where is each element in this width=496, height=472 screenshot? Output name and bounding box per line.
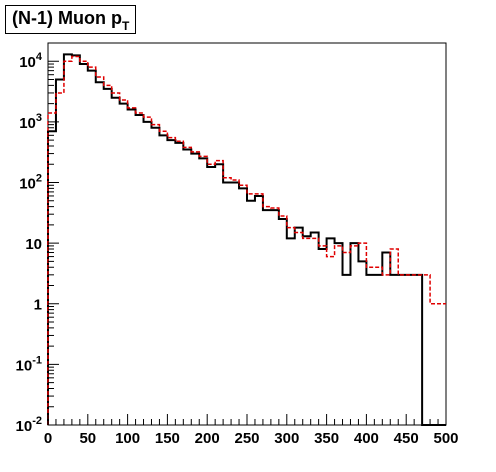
- x-tick-label: 150: [155, 430, 180, 447]
- y-tick-label: 10-1: [16, 354, 42, 374]
- y-axis: 10-2 10-1 1 10 102 103 104: [16, 42, 59, 435]
- y-tick-label: 10-2: [16, 415, 42, 435]
- y-tick-label: 1: [34, 297, 42, 314]
- chart-title-main: (N-1) Muon p: [12, 8, 122, 28]
- x-tick-label: 0: [44, 430, 52, 447]
- x-tick-label: 250: [234, 430, 259, 447]
- plot-frame: [47, 42, 447, 426]
- chart-title: (N-1) Muon pT: [5, 5, 137, 34]
- series-1-line: [47, 53, 446, 426]
- y-tick-label: 104: [19, 51, 43, 71]
- x-tick-label: 450: [394, 430, 419, 447]
- x-tick-label: 100: [115, 430, 140, 447]
- y-tick-label: 103: [19, 112, 42, 132]
- x-axis: 0 50 100 150 200 250 300 350 400 450 500: [44, 414, 459, 447]
- x-tick-label: 200: [195, 430, 220, 447]
- x-tick-label: 400: [354, 430, 379, 447]
- y-tick-label: 102: [19, 172, 42, 192]
- histogram-series: [47, 53, 446, 426]
- plot-border: [47, 42, 447, 426]
- x-tick-label: 350: [314, 430, 339, 447]
- x-tick-label: 500: [433, 430, 458, 447]
- chart-title-subscript: T: [121, 19, 130, 33]
- x-tick-label: 50: [79, 430, 96, 447]
- x-tick-label: 300: [274, 430, 299, 447]
- series-2-line: [47, 55, 446, 425]
- y-tick-label: 10: [25, 236, 42, 253]
